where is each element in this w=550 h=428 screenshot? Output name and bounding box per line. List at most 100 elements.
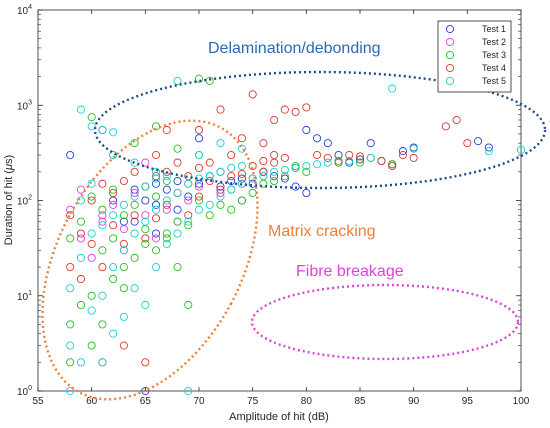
legend-label: Test 2 <box>482 37 506 47</box>
legend-marker <box>445 37 455 47</box>
data-point-test-1 <box>484 143 493 152</box>
data-point-test-1 <box>141 196 150 205</box>
fibre-breakage-label: Fibre breakage <box>296 263 404 280</box>
data-point-test-2 <box>98 211 107 220</box>
data-point-test-3 <box>162 177 171 186</box>
data-point-test-3 <box>302 167 311 176</box>
data-point-test-4 <box>162 167 171 176</box>
data-point-test-4 <box>98 263 107 272</box>
data-point-test-5 <box>366 153 375 162</box>
data-point-test-3 <box>119 263 128 272</box>
delamination-region-ellipse <box>93 70 547 190</box>
data-point-test-2 <box>162 205 171 214</box>
data-point-test-5 <box>87 179 96 188</box>
data-point-test-4 <box>109 221 118 230</box>
data-point-test-5 <box>216 192 225 201</box>
data-point-test-4 <box>409 153 418 162</box>
data-point-test-3 <box>98 205 107 214</box>
data-point-test-4 <box>280 153 289 162</box>
y-axis: 100 101 102 103 104 <box>17 4 521 398</box>
data-point-test-1 <box>152 229 161 238</box>
data-point-test-5 <box>76 105 85 114</box>
data-point-test-5 <box>173 229 182 238</box>
data-point-test-5 <box>109 211 118 220</box>
data-point-test-5 <box>152 205 161 214</box>
data-point-test-3 <box>98 320 107 329</box>
data-point-test-3 <box>205 211 214 220</box>
data-point-test-5 <box>141 217 150 226</box>
data-point-test-4 <box>173 158 182 167</box>
data-point-test-5 <box>194 174 204 183</box>
data-point-test-4 <box>270 115 279 125</box>
data-point-test-5 <box>98 291 107 300</box>
data-point-test-1 <box>184 192 193 201</box>
data-point-test-4 <box>227 151 236 160</box>
data-point-test-2 <box>130 188 139 198</box>
data-point-test-4 <box>323 153 332 162</box>
legend-label: Test 5 <box>482 76 506 86</box>
data-point-test-4 <box>184 211 193 220</box>
data-point-test-3 <box>76 217 85 226</box>
data-point-test-5 <box>302 161 311 171</box>
matrix-cracking-region-ellipse <box>41 119 259 401</box>
data-point-test-2 <box>109 200 118 209</box>
data-point-test-5 <box>109 329 118 338</box>
data-point-test-3 <box>66 320 75 329</box>
data-point-test-1 <box>355 155 365 164</box>
data-point-test-4 <box>119 239 128 248</box>
data-point-test-2 <box>184 196 193 205</box>
data-point-test-5 <box>130 284 139 293</box>
data-point-test-4 <box>345 151 354 160</box>
data-point-test-4 <box>248 161 257 171</box>
data-point-test-5 <box>109 263 118 272</box>
data-point-test-3 <box>109 234 118 243</box>
data-point-test-3 <box>173 263 182 272</box>
data-point-test-1 <box>237 174 246 183</box>
data-point-test-3 <box>87 192 96 201</box>
data-point-test-5 <box>205 172 214 181</box>
data-point-test-5 <box>227 185 236 194</box>
data-point-test-4 <box>270 151 279 160</box>
data-point-test-4 <box>162 125 171 135</box>
data-point-test-3 <box>173 144 182 153</box>
data-point-test-5 <box>66 386 75 396</box>
data-point-test-2 <box>98 217 107 226</box>
data-point-test-3 <box>227 205 236 214</box>
data-point-test-4 <box>130 211 139 220</box>
data-point-test-4 <box>119 177 128 186</box>
data-point-test-4 <box>248 90 257 99</box>
data-point-test-1 <box>270 172 279 181</box>
data-point-test-4 <box>463 139 472 148</box>
data-point-test-1 <box>194 179 204 188</box>
data-point-test-2 <box>76 234 85 243</box>
data-point-test-4 <box>259 139 268 148</box>
x-axis-label: Amplitude of hit (dB) <box>229 411 329 423</box>
data-point-test-4 <box>87 196 96 205</box>
data-point-test-5 <box>184 217 193 226</box>
data-point-test-1 <box>474 137 483 146</box>
data-point-test-5 <box>119 246 128 255</box>
legend-marker <box>445 24 455 34</box>
x-tick-label: 100 <box>513 396 530 407</box>
data-point-test-2 <box>87 253 96 262</box>
data-point-test-3 <box>194 74 204 83</box>
data-point-test-3 <box>270 177 279 186</box>
data-point-test-2 <box>194 182 204 191</box>
data-point-test-3 <box>152 192 161 201</box>
data-point-test-1 <box>162 185 171 194</box>
data-point-test-5 <box>130 229 139 238</box>
data-point-test-1 <box>227 177 236 186</box>
data-point-test-3 <box>119 284 128 293</box>
data-point-test-4 <box>291 107 300 117</box>
data-point-test-4 <box>66 263 75 272</box>
data-point-test-5 <box>248 174 257 183</box>
data-point-test-5 <box>76 358 85 367</box>
data-points <box>66 74 526 396</box>
data-point-test-5 <box>98 125 107 135</box>
data-point-test-2 <box>141 158 150 167</box>
data-point-test-3 <box>109 274 118 284</box>
legend-label: Test 4 <box>482 63 506 73</box>
data-point-test-3 <box>119 211 128 220</box>
data-point-test-3 <box>141 239 150 248</box>
